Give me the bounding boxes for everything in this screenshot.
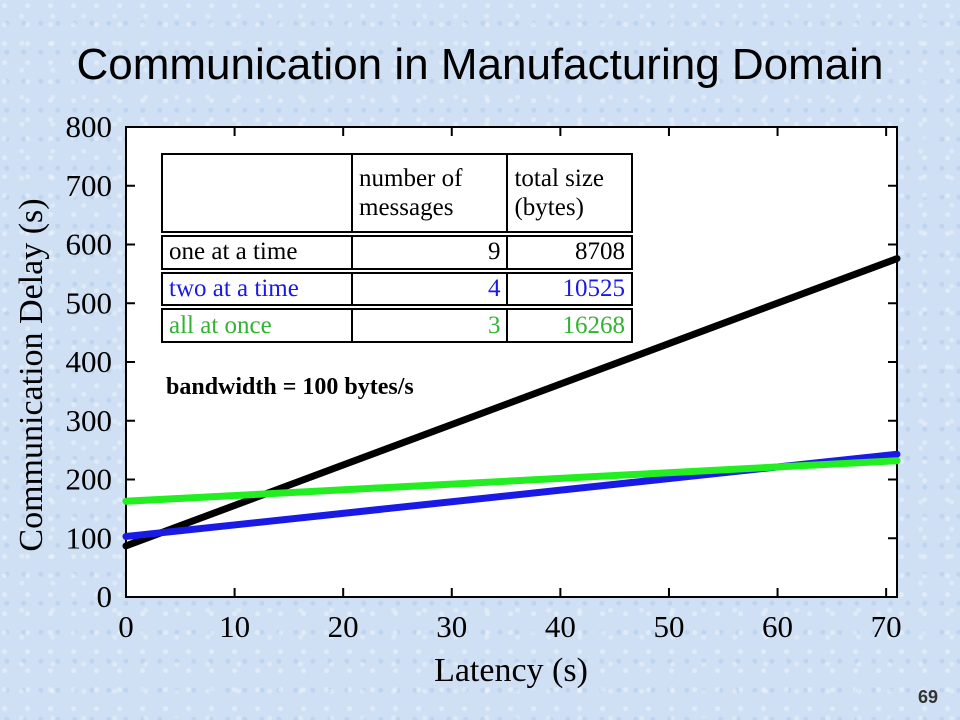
- x-tick-label: 50: [653, 609, 684, 644]
- x-tick-label: 0: [118, 609, 134, 644]
- x-tick-label: 70: [871, 609, 902, 644]
- y-tick-label: 800: [66, 109, 113, 144]
- message-table: number of messages total size (bytes) on…: [161, 153, 633, 343]
- row-messages: 4: [350, 267, 509, 309]
- table-row: all at once 3 16268: [161, 304, 633, 343]
- row-size: 10525: [506, 267, 633, 309]
- x-tick-label: 40: [545, 609, 576, 644]
- table-header-size: total size (bytes): [506, 153, 633, 235]
- row-label: two at a time: [161, 267, 353, 309]
- y-tick-label: 500: [66, 285, 113, 320]
- y-tick-label: 400: [66, 344, 113, 379]
- row-size: 16268: [506, 304, 633, 343]
- row-messages: 3: [350, 304, 509, 343]
- y-tick-label: 300: [66, 403, 113, 438]
- y-tick-label: 100: [66, 520, 113, 555]
- row-messages: 9: [350, 231, 509, 272]
- series-lines: [122, 255, 901, 550]
- table-row: one at a time 9 8708: [161, 231, 633, 272]
- slide-title: Communication in Manufacturing Domain: [76, 40, 884, 89]
- table-header-empty: [161, 153, 353, 235]
- y-tick-label: 600: [66, 227, 113, 262]
- table-header-messages: number of messages: [350, 153, 509, 235]
- y-tick-label: 700: [66, 168, 113, 203]
- x-tick-label: 30: [436, 609, 467, 644]
- y-tick-label: 0: [97, 579, 113, 614]
- x-tick-label: 20: [328, 609, 359, 644]
- row-size: 8708: [506, 231, 633, 272]
- y-tick-label: 200: [66, 462, 113, 497]
- series-line-2: [122, 457, 901, 505]
- x-tick-label: 10: [219, 609, 250, 644]
- table-row: two at a time 4 10525: [161, 267, 633, 309]
- x-axis-title: Latency (s): [434, 652, 588, 689]
- table-header-row: number of messages total size (bytes): [161, 153, 633, 235]
- y-axis-title: Communication Delay (s): [13, 198, 50, 551]
- axis-ticks: 0 100 200 300 400 500 600 700 800 0 10 20 30 40 50 60 70: [66, 109, 902, 644]
- x-tick-label: 60: [762, 609, 793, 644]
- page-number: 69: [917, 687, 938, 707]
- annotation-bandwidth: bandwidth = 100 bytes/s: [166, 374, 414, 400]
- series-line-0: [122, 255, 901, 550]
- row-label: one at a time: [161, 231, 353, 272]
- row-label: all at once: [161, 304, 353, 343]
